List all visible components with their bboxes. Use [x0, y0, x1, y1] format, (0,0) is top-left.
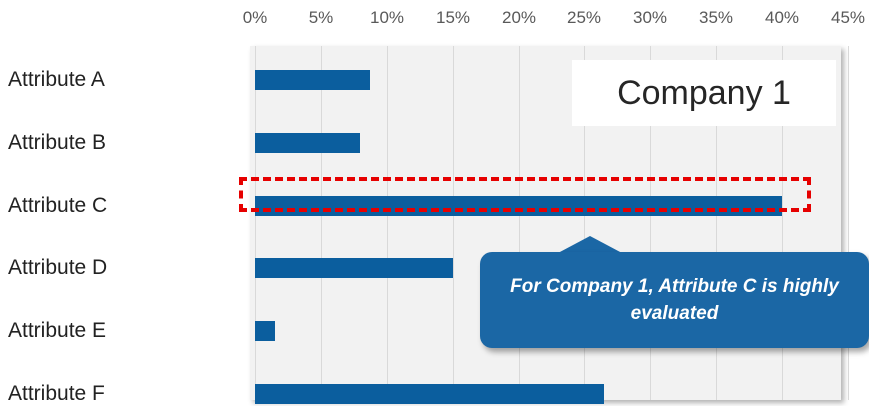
gridline [255, 46, 256, 400]
gridline [716, 46, 717, 400]
gridline [650, 46, 651, 400]
gridline [387, 46, 388, 400]
x-tick-label: 0% [242, 8, 268, 27]
x-tick-label: 15% [435, 8, 471, 27]
highlight-dashed-box [239, 177, 811, 212]
x-tick-label: 10% [369, 8, 405, 27]
category-label: Attribute B [8, 131, 107, 154]
category-label: Attribute F [8, 382, 105, 405]
bar [255, 321, 275, 341]
gridline [321, 46, 322, 400]
annotation-callout: For Company 1, Attribute C is highly eva… [480, 252, 869, 348]
chart-title-box [572, 60, 836, 126]
x-tick-label: 35% [698, 8, 734, 27]
category-label: Attribute C [8, 194, 108, 217]
category-label: Attribute D [8, 256, 108, 279]
x-tick-label: 5% [308, 8, 334, 27]
gridline [782, 46, 783, 400]
chart-title: Company 1 [617, 74, 791, 112]
x-tick-label: 40% [764, 8, 800, 27]
bar [255, 70, 370, 90]
bar [255, 384, 604, 404]
gridline [848, 46, 849, 400]
bar [255, 258, 453, 278]
category-label: Attribute A [8, 68, 105, 91]
callout-pointer [558, 236, 622, 253]
gridline [584, 46, 585, 400]
bar [255, 133, 360, 153]
gridline [519, 46, 520, 400]
category-label: Attribute E [8, 319, 107, 342]
x-tick-label: 25% [566, 8, 602, 27]
x-tick-label: 20% [501, 8, 537, 27]
x-tick-label: 45% [830, 8, 866, 27]
x-tick-label: 30% [632, 8, 668, 27]
gridline [453, 46, 454, 400]
